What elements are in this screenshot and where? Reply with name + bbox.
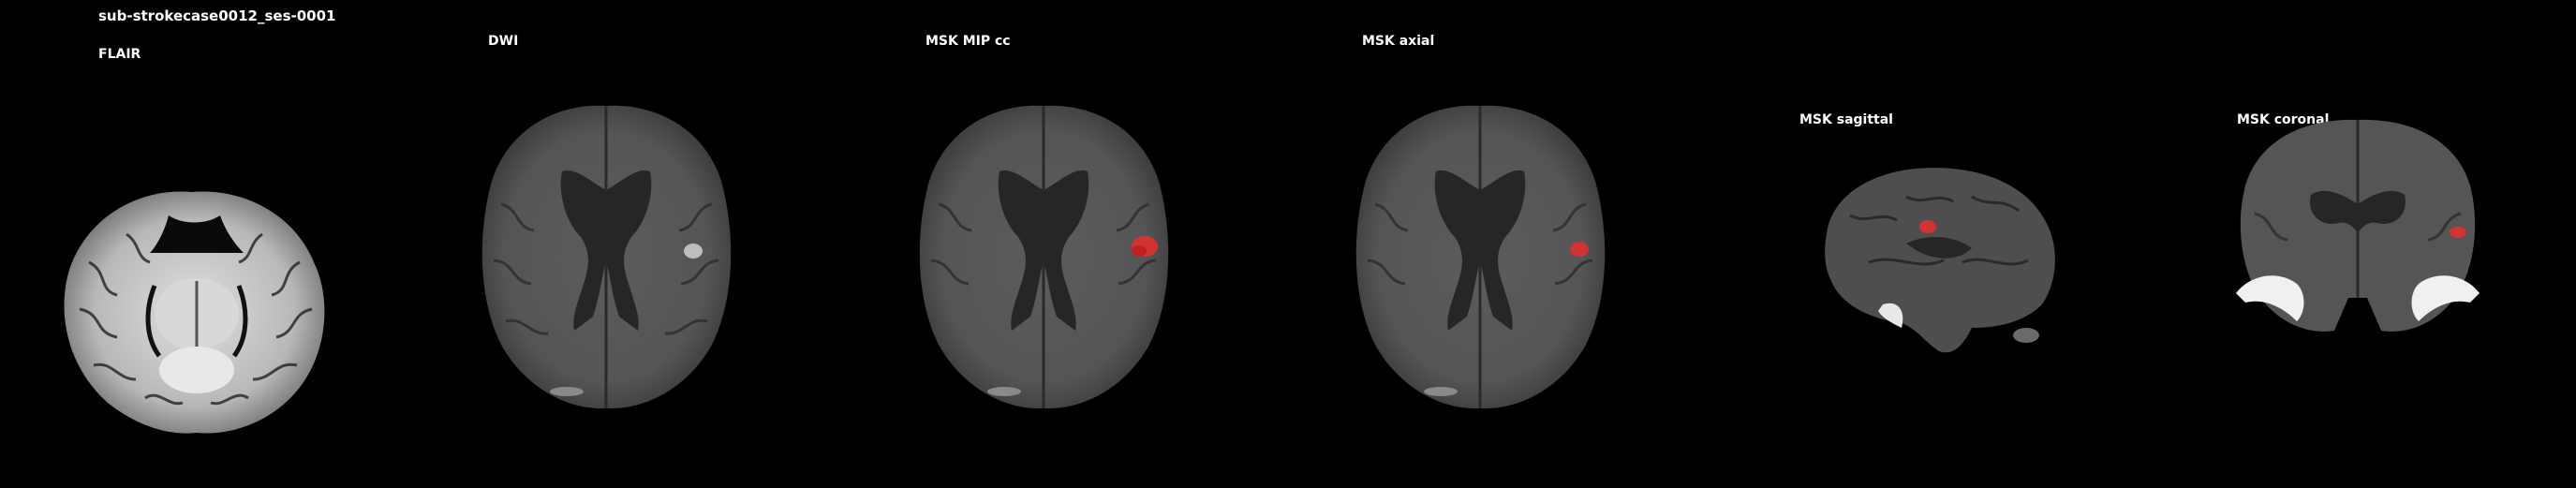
panel-label-dwi: DWI [488, 34, 519, 49]
panel-label-msk-axial: MSK axial [1362, 34, 1435, 49]
panel-label-msk-coronal: MSK coronal [2237, 112, 2330, 127]
msk-mip-cc-image [910, 101, 1177, 415]
panel-label-msk-sagittal: MSK sagittal [1799, 112, 1893, 127]
msk-axial-image [1347, 101, 1614, 415]
msk-sagittal-image [1813, 140, 2070, 365]
panel-label-flair: FLAIR [98, 47, 141, 62]
flair-image [52, 178, 342, 440]
subject-title: sub-strokecase0012_ses-0001 [98, 7, 336, 24]
lesion-mask-overlay [1919, 220, 1936, 233]
lesion-mask-overlay [1570, 242, 1589, 257]
msk-coronal-image [2222, 111, 2494, 345]
dwi-image [473, 101, 740, 415]
panel-label-msk-mip-cc: MSK MIP cc [925, 34, 1011, 49]
lesion-mask-overlay [2450, 227, 2466, 238]
